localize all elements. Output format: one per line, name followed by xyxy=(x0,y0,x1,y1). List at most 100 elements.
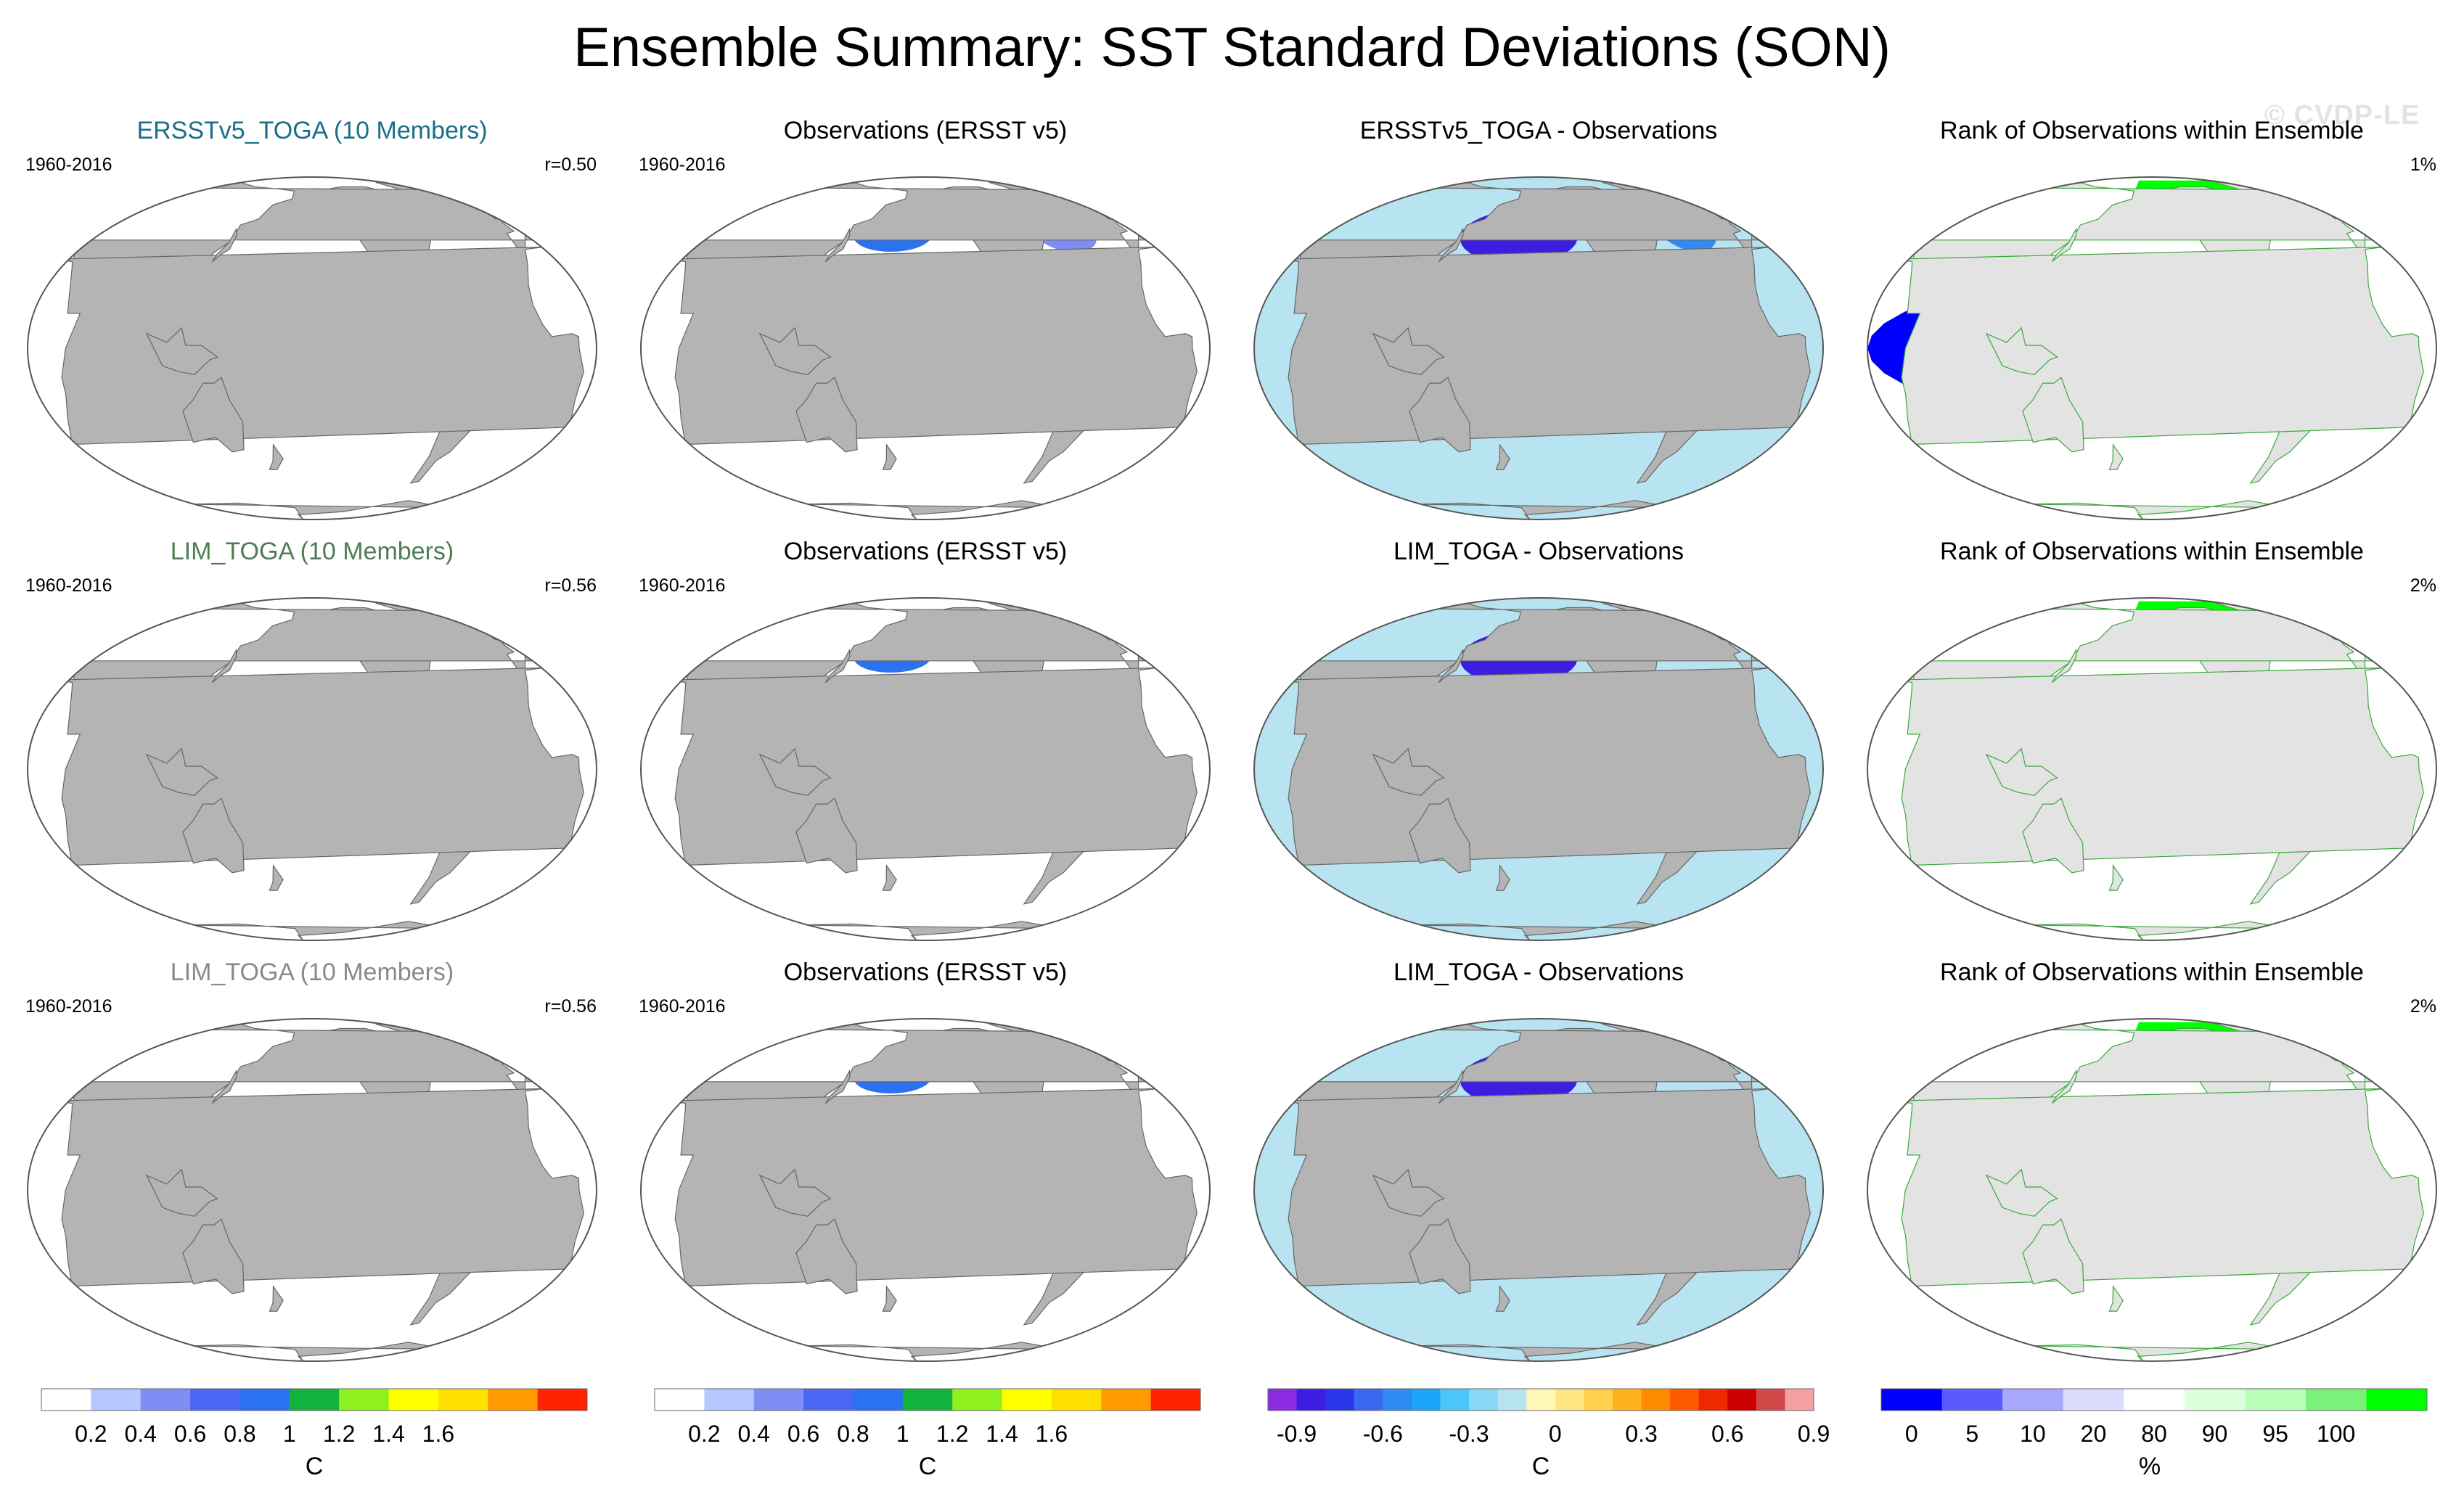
land-japan xyxy=(211,227,237,263)
map-svg xyxy=(1867,176,2437,520)
colorbar-tick-label: 20 xyxy=(2080,1421,2107,1447)
land-africa xyxy=(1283,1088,1811,1287)
std-legend-2: 0.2 0.4 0.6 0.8 1 1.2 1.4 1.6 C xyxy=(653,1387,1212,1482)
map-panel: LIM_TOGA - Observations xyxy=(1241,958,1836,1371)
map-outline xyxy=(27,1018,597,1362)
colorbar-swatch xyxy=(1469,1389,1499,1411)
panel-title: Observations (ERSST v5) xyxy=(783,538,1068,565)
map-svg xyxy=(640,597,1211,941)
land-indonesia xyxy=(758,1168,832,1217)
panel-title: LIM_TOGA (10 Members) xyxy=(170,958,454,986)
colorbar xyxy=(654,1388,1201,1411)
colorbar-tick-label: 10 xyxy=(2020,1421,2046,1447)
colorbar-swatch xyxy=(853,1389,904,1411)
panel-title: LIM_TOGA - Observations xyxy=(1393,958,1684,986)
colorbar-tick-label: -0.6 xyxy=(1362,1421,1403,1447)
map-field xyxy=(1867,1019,2436,1361)
land-africa xyxy=(57,246,584,446)
colorbar-swatch xyxy=(1785,1389,1814,1411)
map-field xyxy=(641,598,1210,940)
period-label: 1960-2016 xyxy=(639,575,726,596)
map-panel: Rank of Observations within Ensemble 2% xyxy=(1854,537,2449,951)
map-svg xyxy=(1253,597,1824,941)
map-svg xyxy=(1867,597,2437,941)
colorbar-tick-label: 0.8 xyxy=(837,1421,869,1447)
colorbar-tick-label: 1.4 xyxy=(986,1421,1018,1447)
land-australia xyxy=(2022,1218,2084,1294)
map-outline xyxy=(1253,176,1824,520)
colorbar-tick-label: 1.2 xyxy=(936,1421,969,1447)
land-new-zealand xyxy=(2108,1285,2124,1312)
watermark: © CVDP-LE xyxy=(2264,100,2420,131)
colorbar xyxy=(1267,1388,1814,1411)
colorbar-swatch xyxy=(1584,1389,1613,1411)
colorbar-tick-label: 0.3 xyxy=(1625,1421,1658,1447)
panel-title: Observations (ERSST v5) xyxy=(783,958,1068,986)
land-australia xyxy=(795,1218,858,1294)
map-outline xyxy=(640,597,1211,941)
colorbar-swatch xyxy=(2063,1389,2124,1411)
colorbar-swatch xyxy=(2002,1389,2064,1411)
land-new-zealand xyxy=(269,1285,284,1312)
colorbar-swatch xyxy=(1002,1389,1052,1411)
map-field xyxy=(641,1019,1210,1361)
panel-title: LIM_TOGA - Observations xyxy=(1393,538,1684,565)
colorbar-tick-label: 0.6 xyxy=(173,1421,207,1447)
colorbar-unit-label: C xyxy=(1531,1453,1550,1480)
colorbar-swatch xyxy=(140,1389,191,1411)
colorbar-swatch xyxy=(1497,1389,1527,1411)
colorbar-swatch xyxy=(240,1389,290,1411)
map-svg xyxy=(1253,176,1824,520)
period-label: 1960-2016 xyxy=(639,996,726,1017)
map-svg xyxy=(640,176,1211,520)
colorbar-swatch xyxy=(41,1389,91,1411)
colorbar-swatch xyxy=(1641,1389,1671,1411)
period-label: 1960-2016 xyxy=(25,575,112,596)
rank-legend: 0 5 10 20 80 90 95 100% xyxy=(1880,1387,2439,1482)
land-australia xyxy=(1409,1218,1471,1294)
period-label: 1960-2016 xyxy=(25,996,112,1017)
land-indonesia xyxy=(145,1168,218,1217)
map-outline xyxy=(1867,597,2437,941)
colorbar-border xyxy=(1267,1388,1814,1411)
land-africa xyxy=(670,667,1198,866)
map-field xyxy=(1867,177,2436,520)
map-outline xyxy=(1867,176,2437,520)
colorbar-border xyxy=(41,1388,588,1411)
map-outline xyxy=(1253,597,1824,941)
colorbar-swatch xyxy=(1555,1389,1584,1411)
colorbar-tick-label: -0.3 xyxy=(1449,1421,1489,1447)
land-australia xyxy=(1409,377,1471,453)
land-australia xyxy=(182,797,245,874)
map-panel: Observations (ERSST v5) 1960-2016 xyxy=(628,537,1223,951)
panel-title: Rank of Observations within Ensemble xyxy=(1940,958,2364,986)
land-indonesia xyxy=(145,327,218,375)
colorbar xyxy=(41,1388,588,1411)
land-new-zealand xyxy=(882,443,897,470)
land-japan xyxy=(824,227,851,263)
map-field xyxy=(1867,598,2436,940)
map-svg xyxy=(27,176,597,520)
colorbar-tick-label: 95 xyxy=(2262,1421,2288,1447)
page-title: Ensemble Summary: SST Standard Deviation… xyxy=(573,17,1891,78)
colorbar-unit-label: % xyxy=(2138,1453,2161,1480)
land-africa xyxy=(1283,246,1811,446)
correlation-label: r=0.56 xyxy=(544,996,597,1017)
colorbar-swatch xyxy=(1698,1389,1728,1411)
land-australia xyxy=(1409,797,1471,874)
colorbar-swatch xyxy=(2184,1389,2246,1411)
colorbar-swatch xyxy=(1612,1389,1642,1411)
colorbar-swatch xyxy=(1150,1389,1201,1411)
colorbar-tick-label: 0.4 xyxy=(737,1421,770,1447)
colorbar-swatch xyxy=(1526,1389,1556,1411)
panel-title: ERSSTv5_TOGA - Observations xyxy=(1359,117,1718,144)
land-new-zealand xyxy=(2108,443,2124,470)
colorbar-tick-label: 0.4 xyxy=(124,1421,157,1447)
map-outline xyxy=(27,597,597,941)
colorbar-tick-label: 0.9 xyxy=(1797,1421,1830,1447)
colorbar-swatch xyxy=(1440,1389,1470,1411)
percent-label: 2% xyxy=(2410,996,2436,1017)
land-new-zealand xyxy=(269,443,284,470)
map-panel: LIM_TOGA - Observations xyxy=(1241,537,1836,951)
period-label: 1960-2016 xyxy=(25,155,112,175)
